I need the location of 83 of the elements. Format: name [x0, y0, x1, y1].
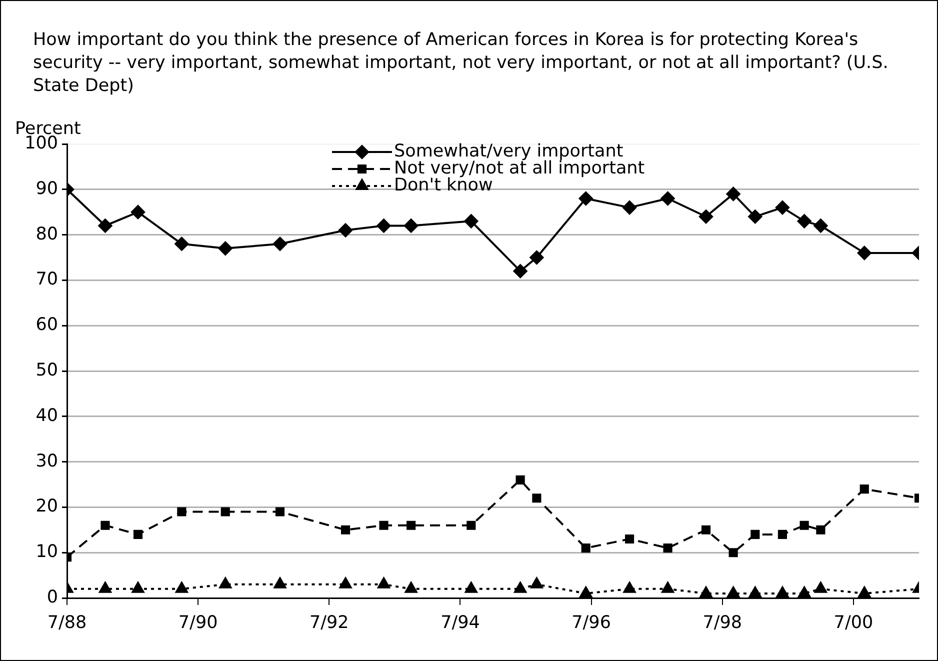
point [578, 191, 593, 206]
point [580, 586, 592, 598]
point [175, 582, 188, 593]
point [131, 205, 145, 220]
x-tick-label: 7/00 [834, 613, 874, 634]
point [516, 475, 525, 484]
point [98, 218, 112, 233]
y-tick-label: 10 [36, 542, 58, 562]
point [814, 218, 828, 233]
point [778, 530, 787, 539]
point [464, 214, 478, 228]
point [816, 525, 826, 534]
point [174, 236, 189, 251]
point [860, 484, 869, 494]
y-tick-label: 60 [36, 315, 58, 336]
x-tick-label: 7/98 [702, 613, 742, 634]
point [339, 577, 352, 588]
point [100, 520, 110, 530]
point [728, 548, 738, 558]
point [220, 507, 230, 516]
point [532, 494, 542, 503]
y-tick-label: 70 [36, 270, 58, 290]
point [273, 236, 287, 251]
x-tick-label: 7/92 [310, 613, 349, 634]
x-tick-label: 7/88 [47, 613, 87, 634]
point [700, 586, 712, 598]
y-tick-label: 90 [36, 178, 58, 199]
y-tick-label: 30 [36, 451, 58, 472]
point [376, 218, 391, 233]
point [663, 544, 672, 553]
point [814, 582, 827, 593]
point [379, 520, 388, 530]
point [219, 577, 232, 588]
point [800, 520, 809, 530]
y-tick-label: 0 [46, 588, 58, 608]
point [581, 544, 590, 553]
point [404, 582, 418, 593]
point [218, 241, 232, 256]
point [274, 577, 286, 588]
point [623, 582, 636, 593]
x-tick-label: 7/96 [572, 613, 611, 634]
point [701, 525, 711, 534]
point [727, 586, 740, 598]
point [513, 264, 528, 278]
point [341, 525, 350, 534]
y-tick-label: 50 [36, 360, 58, 381]
point [378, 577, 390, 588]
point [775, 200, 790, 215]
point [662, 582, 674, 593]
y-tick-label: 80 [36, 224, 58, 244]
point [748, 210, 762, 224]
x-tick-label: 7/90 [178, 613, 218, 634]
y-tick-label: 20 [36, 496, 58, 517]
point [275, 507, 285, 516]
point [699, 210, 713, 224]
point [750, 530, 760, 539]
point [406, 520, 416, 530]
point [797, 214, 812, 228]
point [530, 250, 544, 264]
point [660, 191, 675, 206]
point [177, 507, 186, 516]
point [857, 246, 872, 260]
point [530, 577, 543, 588]
point [404, 218, 418, 233]
point [338, 223, 353, 238]
point [514, 582, 527, 593]
chart-title: How important do you think the presence of American forces in Korea is for protecting Korea's security -- very important, somewhat important, not very important, or not at all important? (U.S. State Dept) [33, 29, 890, 98]
point [726, 186, 740, 201]
x-tick-label: 7/94 [440, 613, 480, 634]
point [625, 534, 634, 544]
point [466, 520, 476, 530]
point [798, 586, 811, 598]
y-tick-label: 40 [36, 406, 58, 426]
legend-label: Don't know [394, 176, 493, 196]
point [133, 530, 143, 539]
point [464, 582, 478, 593]
point [622, 200, 637, 215]
point [776, 586, 789, 598]
point [748, 586, 762, 598]
point [132, 582, 144, 593]
legend-label: Somewhat/very important [394, 142, 624, 162]
point [858, 586, 871, 598]
point [99, 582, 112, 593]
